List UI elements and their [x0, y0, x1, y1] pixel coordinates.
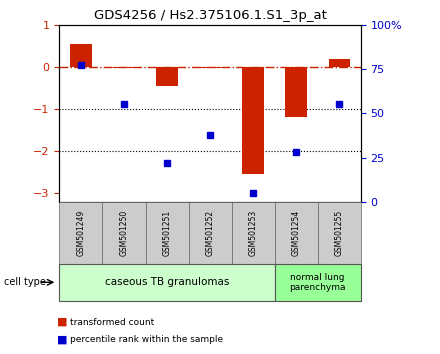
Text: ■: ■	[57, 317, 68, 327]
Text: percentile rank within the sample: percentile rank within the sample	[70, 335, 224, 344]
Text: GSM501254: GSM501254	[292, 210, 301, 256]
Bar	[286, 67, 307, 118]
Text: GSM501249: GSM501249	[77, 210, 85, 256]
Text: GSM501255: GSM501255	[335, 210, 344, 256]
Text: GSM501250: GSM501250	[120, 210, 128, 256]
Text: cell type: cell type	[4, 277, 46, 287]
Bar	[70, 44, 92, 67]
Text: normal lung
parenchyma: normal lung parenchyma	[290, 273, 346, 292]
Bar	[199, 67, 221, 68]
Text: transformed count: transformed count	[70, 318, 154, 327]
Bar	[329, 59, 350, 67]
Bar	[156, 67, 178, 86]
Bar	[242, 67, 264, 175]
Text: caseous TB granulomas: caseous TB granulomas	[105, 277, 229, 287]
Bar	[113, 67, 135, 68]
Text: ■: ■	[57, 335, 68, 345]
Text: GSM501252: GSM501252	[205, 210, 215, 256]
Title: GDS4256 / Hs2.375106.1.S1_3p_at: GDS4256 / Hs2.375106.1.S1_3p_at	[94, 9, 326, 22]
Text: GSM501251: GSM501251	[162, 210, 172, 256]
Text: GSM501253: GSM501253	[249, 210, 258, 256]
